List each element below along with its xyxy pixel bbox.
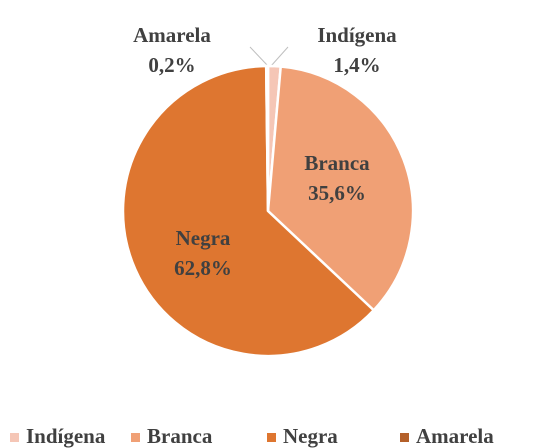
legend-label: Branca (147, 424, 213, 448)
legend-label: Negra (283, 424, 338, 448)
leader-line (270, 46, 289, 67)
legend-label: Amarela (416, 424, 494, 448)
pie-slice (266, 65, 415, 313)
pie-slice (121, 64, 376, 358)
legend-marker (267, 433, 276, 442)
slice-label-name: Amarela (133, 23, 211, 47)
slice-label-value: 62,8% (174, 256, 232, 280)
legend-marker (400, 433, 409, 442)
slice-label-value: 1,4% (333, 53, 380, 77)
leader-line (249, 46, 269, 67)
legend-label: Indígena (26, 424, 106, 448)
pie-slice (264, 64, 270, 212)
slice-label-name: Indígena (317, 23, 397, 47)
slice-label-value: 35,6% (308, 181, 366, 205)
slice-label-value: 0,2% (148, 53, 195, 77)
legend-marker (10, 433, 19, 442)
slice-label-name: Branca (304, 151, 370, 175)
legend-marker (131, 433, 140, 442)
slice-label-name: Negra (176, 226, 231, 250)
